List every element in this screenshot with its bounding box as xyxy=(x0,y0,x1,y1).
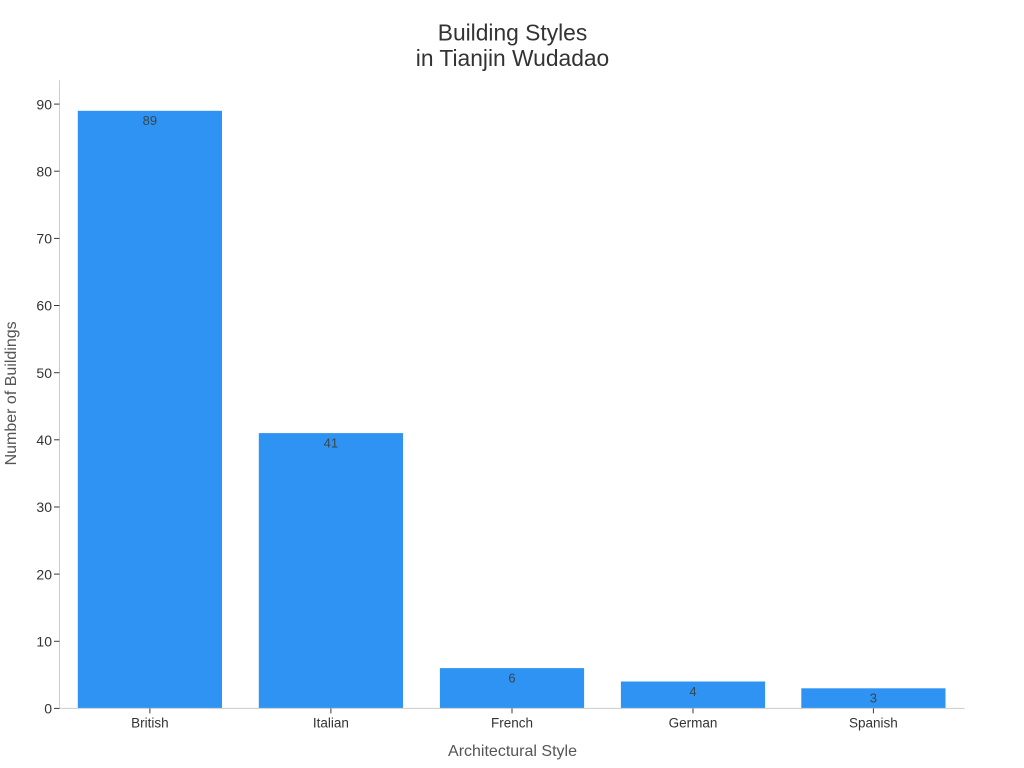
svg-text:30: 30 xyxy=(36,499,52,515)
svg-text:0: 0 xyxy=(44,701,52,717)
svg-text:Spanish: Spanish xyxy=(849,716,898,731)
svg-text:3: 3 xyxy=(870,691,877,706)
svg-text:French: French xyxy=(491,716,533,731)
svg-text:Building Styles: Building Styles xyxy=(438,20,588,46)
svg-text:British: British xyxy=(131,716,169,731)
svg-text:Italian: Italian xyxy=(313,716,349,731)
svg-text:70: 70 xyxy=(36,231,52,247)
svg-text:41: 41 xyxy=(324,435,338,450)
svg-text:10: 10 xyxy=(36,634,52,650)
svg-text:40: 40 xyxy=(36,432,52,448)
svg-text:Number of Buildings: Number of Buildings xyxy=(3,321,20,465)
svg-text:60: 60 xyxy=(36,298,52,314)
svg-text:German: German xyxy=(669,716,718,731)
svg-text:20: 20 xyxy=(36,566,52,582)
svg-text:4: 4 xyxy=(689,684,696,699)
svg-text:50: 50 xyxy=(36,365,52,381)
svg-text:90: 90 xyxy=(36,96,52,112)
svg-text:Architectural Style: Architectural Style xyxy=(448,743,577,760)
svg-text:6: 6 xyxy=(508,670,515,685)
svg-text:in Tianjin Wudadao: in Tianjin Wudadao xyxy=(416,45,609,71)
svg-text:80: 80 xyxy=(36,163,52,179)
svg-text:89: 89 xyxy=(143,113,157,128)
